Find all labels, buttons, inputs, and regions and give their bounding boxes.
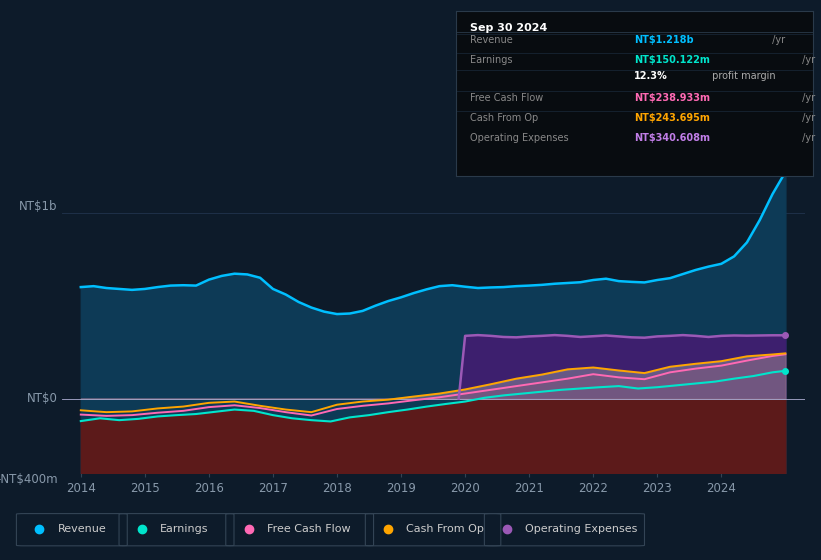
Text: Free Cash Flow: Free Cash Flow xyxy=(470,93,544,103)
Text: Cash From Op: Cash From Op xyxy=(406,524,484,534)
Text: NT$340.608m: NT$340.608m xyxy=(635,133,710,143)
Text: Cash From Op: Cash From Op xyxy=(470,113,539,123)
Text: Operating Expenses: Operating Expenses xyxy=(525,524,638,534)
Text: Revenue: Revenue xyxy=(470,35,512,45)
Text: -NT$400m: -NT$400m xyxy=(0,473,57,486)
Text: /yr: /yr xyxy=(799,93,815,103)
Text: Earnings: Earnings xyxy=(470,55,512,65)
Text: NT$238.933m: NT$238.933m xyxy=(635,93,710,103)
Text: /yr: /yr xyxy=(799,133,815,143)
Text: /yr: /yr xyxy=(799,55,815,65)
Text: NT$243.695m: NT$243.695m xyxy=(635,113,710,123)
Text: Sep 30 2024: Sep 30 2024 xyxy=(470,23,548,33)
Text: Revenue: Revenue xyxy=(57,524,106,534)
Text: NT$1b: NT$1b xyxy=(20,199,57,213)
Text: profit margin: profit margin xyxy=(709,72,776,82)
Text: Free Cash Flow: Free Cash Flow xyxy=(267,524,351,534)
Text: 12.3%: 12.3% xyxy=(635,72,668,82)
Text: Operating Expenses: Operating Expenses xyxy=(470,133,569,143)
Text: NT$1.218b: NT$1.218b xyxy=(635,35,694,45)
Text: /yr: /yr xyxy=(769,35,786,45)
Text: /yr: /yr xyxy=(799,113,815,123)
Text: NT$0: NT$0 xyxy=(27,392,57,405)
Text: NT$150.122m: NT$150.122m xyxy=(635,55,710,65)
Text: Earnings: Earnings xyxy=(160,524,209,534)
